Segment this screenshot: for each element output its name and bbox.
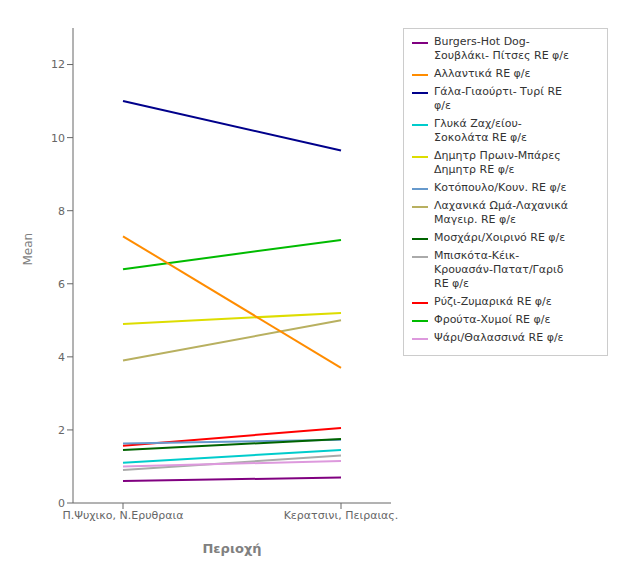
html-text:Μοσχάρι/Χοιρινό RE φ/ε: Μοσχάρι/Χοιρινό RE φ/ε (434, 231, 566, 244)
html-text:Γλυκά Ζαχ/είου- Σοκολάτα RE φ/: Γλυκά Ζαχ/είου- Σοκολάτα RE φ/ε (434, 117, 527, 144)
html-text:Λαχανικά Ωμά-Λαχανικά Μαγειρ.: Λαχανικά Ωμά-Λαχανικά Μαγειρ. RE φ/ε (434, 199, 569, 226)
svg-text:Mean: Mean (21, 233, 35, 266)
svg-text:2: 2 (58, 424, 65, 437)
svg-text:12: 12 (51, 58, 65, 71)
svg-text:6: 6 (58, 278, 65, 291)
html-text:Φρούτα-Χυμοί RE φ/ε: Φρούτα-Χυμοί RE φ/ε (434, 313, 551, 326)
svg-text:Π.Ψυχικο, Ν.Ερυθραια: Π.Ψυχικο, Ν.Ερυθραια (62, 509, 183, 522)
html-text:Αλλαντικά RE φ/ε: Αλλαντικά RE φ/ε (434, 67, 531, 80)
html-text:Ρύζι-Ζυμαρικά RE φ/ε: Ρύζι-Ζυμαρικά RE φ/ε (434, 295, 552, 308)
svg-text:Κερατσινι, Πειραιας.: Κερατσινι, Πειραιας. (284, 509, 399, 522)
html-text:Ψάρι/Θαλασσινά RE φ/ε: Ψάρι/Θαλασσινά RE φ/ε (434, 331, 564, 344)
html-text:Burgers-Hot Dog- Σουβλάκι- Πίτ: Burgers-Hot Dog- Σουβλάκι- Πίτσες RE φ/ε (434, 35, 569, 62)
svg-text:0: 0 (58, 497, 65, 510)
html-text:Κοτόπουλο/Κουν. RE φ/ε: Κοτόπουλο/Κουν. RE φ/ε (434, 181, 567, 194)
html-text:Δημητρ Πρωιν-Μπάρες Δημητρ RE: Δημητρ Πρωιν-Μπάρες Δημητρ RE φ/ε (434, 149, 561, 176)
svg-text:8: 8 (58, 205, 65, 218)
svg-text:10: 10 (51, 132, 65, 145)
svg-text:Περιοχή: Περιοχή (202, 541, 261, 556)
html-text:Γάλα-Γιαούρτι- Τυρί RE φ/ε: Γάλα-Γιαούρτι- Τυρί RE φ/ε (434, 85, 562, 112)
svg-text:4: 4 (58, 351, 65, 364)
html-text:Μπισκότα-Κέικ- Κρουασάν-Πατατ/: Μπισκότα-Κέικ- Κρουασάν-Πατατ/Γαριδ RE φ… (434, 249, 564, 290)
